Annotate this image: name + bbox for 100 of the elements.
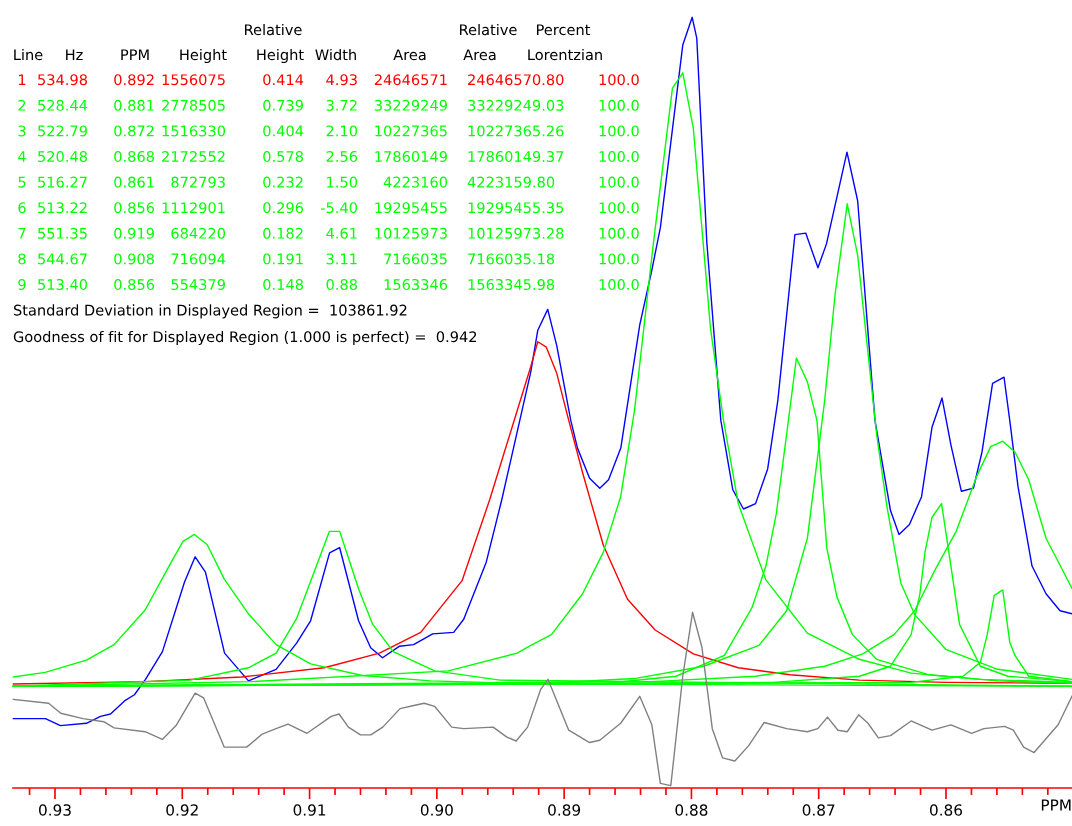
annotation: 100.0 (599, 99, 639, 111)
annotation: 7166035 (384, 253, 447, 265)
annotation: 10227365.26 (468, 125, 564, 137)
annotation: 2 (18, 99, 26, 111)
annotation: 10125973 (375, 227, 447, 239)
x-tick-label: 0.88 (675, 804, 708, 816)
annotation: 7 (18, 227, 26, 239)
annotation: 0.881 (114, 99, 154, 111)
annotation: 0.148 (263, 279, 303, 291)
annotation: Percent (537, 24, 591, 36)
annotation: 520.48 (38, 151, 87, 163)
x-tick-label: 0.89 (548, 804, 581, 816)
annotation: 4.61 (326, 227, 357, 239)
annotation: 5 (18, 176, 26, 188)
annotation: 522.79 (38, 125, 87, 137)
annotation: 0.182 (263, 227, 303, 239)
annotation: Width (315, 48, 356, 61)
annotation: Goodness of fit for Displayed Region (1.000 is perfect) = 0.942 (13, 330, 477, 346)
annotation: Hz (66, 49, 83, 61)
annotation: 0.739 (263, 99, 303, 111)
annotation: 24646570.80 (468, 74, 564, 86)
annotation: 872793 (171, 176, 225, 188)
annotation: 33229249 (374, 99, 447, 111)
annotation: 100.0 (599, 74, 639, 86)
annotation: 0.868 (114, 151, 154, 163)
annotation: 0.856 (114, 279, 155, 291)
annotation: 0.88 (326, 279, 357, 291)
x-tick-label: 0.86 (929, 804, 963, 816)
annotation: 2.10 (326, 125, 358, 137)
annotation: 2.56 (326, 151, 358, 163)
annotation: 100.0 (599, 279, 639, 291)
annotation: 3.11 (326, 253, 357, 265)
annotation: 1112901 (162, 202, 225, 214)
annotation: 684220 (171, 227, 226, 239)
annotation: 0.578 (263, 151, 303, 163)
annotation: Line (14, 48, 43, 61)
annotation: Area (463, 49, 496, 61)
annotation: 4223160 (383, 176, 448, 188)
annotation: PPM (121, 49, 149, 61)
annotation: 1.50 (327, 176, 358, 188)
annotation: 3.72 (326, 99, 357, 111)
annotation: 0.296 (263, 202, 304, 214)
annotation: 513.22 (38, 202, 87, 214)
annotation: 100.0 (599, 202, 639, 214)
annotation: 0.856 (114, 202, 155, 214)
annotation: 17860149.37 (468, 151, 564, 163)
annotation: 7166035.18 (468, 253, 555, 265)
annotation: 24646571 (374, 74, 447, 86)
annotation: 33229249.03 (468, 99, 564, 111)
annotation: 0.872 (114, 125, 154, 137)
annotation: 0.232 (263, 176, 303, 188)
annotation: Lorentzian (528, 48, 602, 61)
annotation: 10125973.28 (468, 227, 564, 239)
annotation: 516.27 (38, 176, 87, 188)
annotation: 3 (18, 125, 26, 137)
annotation: Relative (245, 23, 302, 36)
annotation: 0.861 (114, 176, 154, 188)
annotation: 716094 (171, 253, 226, 265)
annotation: Height (257, 48, 304, 64)
x-tick-label: 0.90 (420, 804, 453, 816)
annotation: 1563346 (384, 279, 448, 291)
annotation: 1516330 (162, 125, 226, 137)
annotation: 0.908 (114, 253, 154, 265)
annotation: 100.0 (599, 125, 639, 137)
annotation: 551.35 (38, 227, 87, 239)
annotation: 17860149 (375, 151, 447, 163)
annotation: 534.98 (38, 74, 87, 86)
annotation: 4223159.80 (467, 176, 555, 188)
annotation: 19295455.35 (468, 202, 564, 214)
annotation: 100.0 (599, 227, 639, 239)
annotation: 1563345.98 (468, 279, 555, 291)
annotation: 0.414 (263, 74, 304, 86)
annotation: -5.40 (320, 202, 358, 214)
annotation: 2778505 (162, 99, 225, 111)
annotation: 544.67 (38, 253, 87, 265)
x-tick-label: 0.93 (39, 804, 71, 816)
annotation: 1556075 (162, 74, 225, 86)
annotation: 0.191 (263, 253, 303, 265)
annotation: 8 (18, 253, 26, 265)
annotation: 4.93 (326, 74, 357, 86)
annotation: 554379 (171, 279, 225, 291)
annotation: 9 (18, 279, 26, 291)
annotation: 0.892 (114, 74, 154, 86)
x-tick-label: 0.87 (802, 804, 835, 816)
x-tick-label: 0.92 (166, 804, 198, 816)
annotation: 6 (18, 202, 26, 214)
annotation: 528.44 (38, 99, 88, 111)
annotation: 513.40 (38, 279, 88, 291)
annotation: Height (180, 48, 227, 64)
annotation: 0.404 (263, 125, 304, 137)
annotation: 100.0 (599, 176, 639, 188)
annotation: 100.0 (599, 253, 639, 265)
x-tick-label: 0.91 (293, 804, 326, 816)
annotation: 1 (18, 74, 26, 86)
annotation: Relative (460, 23, 517, 36)
annotation: 4 (18, 151, 26, 162)
annotation: 10227365 (375, 125, 447, 137)
annotation: 100.0 (599, 151, 639, 163)
annotation: Standard Deviation in Displayed Region = 103861.92 (13, 304, 407, 319)
annotation: 19295455 (375, 202, 447, 214)
